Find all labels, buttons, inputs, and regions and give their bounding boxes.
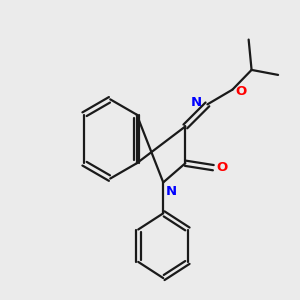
Text: O: O [216,161,227,174]
Text: N: N [166,185,177,198]
Text: O: O [236,85,247,98]
Text: N: N [191,96,202,110]
